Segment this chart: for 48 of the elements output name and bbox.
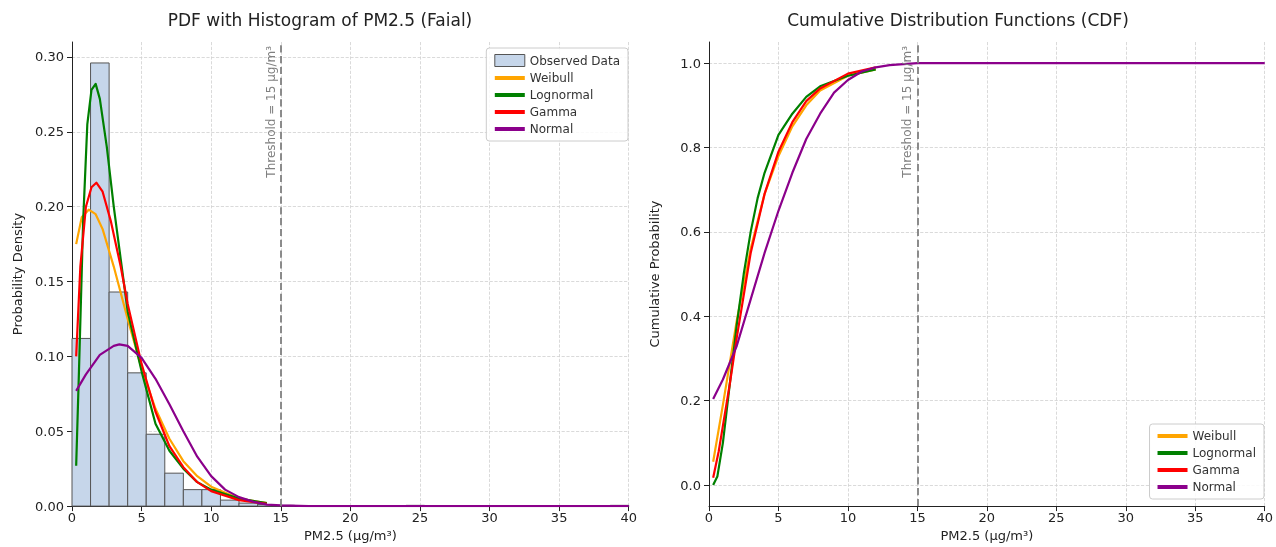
y-tick-label: 0.4: [680, 308, 701, 324]
x-tick-label: 30: [481, 510, 498, 526]
y-axis-title: Cumulative Probability: [647, 200, 662, 348]
x-tick-label: 30: [1117, 510, 1135, 526]
x-axis-title: PM2.5 (µg/m³): [303, 528, 397, 543]
legend-label: Normal: [529, 122, 574, 136]
y-tick-label: 0.30: [35, 49, 64, 65]
x-tick-label: 35: [1186, 510, 1204, 526]
legend-label: Observed Data: [529, 53, 620, 68]
legend-label: Normal: [1192, 480, 1236, 494]
x-tick-label: 0: [704, 510, 714, 526]
ref-line-label: Threshold = 15 µg/m³: [900, 45, 915, 179]
ref-line-label: Threshold = 15 µg/m³: [263, 45, 278, 179]
x-tick-label: 25: [1048, 510, 1065, 526]
y-tick-label: 0.15: [35, 274, 64, 290]
y-tick-label: 0.8: [680, 139, 701, 155]
x-tick-label: 20: [342, 510, 359, 526]
x-tick-label: 40: [1256, 510, 1273, 526]
x-tick-label: 5: [774, 510, 783, 526]
y-tick-label: 1.0: [680, 55, 701, 71]
y-tick-label: 0.20: [35, 199, 64, 215]
x-tick-label: 5: [137, 510, 146, 526]
y-tick-label: 0.05: [35, 423, 64, 439]
x-tick-label: 10: [839, 510, 857, 526]
x-tick-label: 35: [550, 510, 568, 526]
legend-label: Lognormal: [1192, 446, 1256, 460]
x-tick-label: 15: [909, 510, 926, 526]
x-tick-label: 40: [620, 510, 637, 526]
legend-label: Weibull: [529, 71, 574, 85]
y-axis-title: Probability Density: [10, 212, 25, 336]
legend-label: Gamma: [529, 105, 578, 119]
x-tick-label: 15: [272, 510, 290, 526]
y-tick-label: 0.00: [35, 498, 64, 514]
x-tick-label: 0: [67, 510, 77, 526]
chart-title: PDF with Histogram of PM2.5 (Faial): [167, 9, 473, 30]
x-tick-label: 20: [978, 510, 996, 526]
legend-label: Weibull: [1192, 429, 1237, 443]
y-tick-label: 0.0: [680, 477, 701, 493]
x-tick-label: 25: [411, 510, 429, 526]
x-tick-label: 10: [202, 510, 220, 526]
chart-title: Cumulative Distribution Functions (CDF): [787, 9, 1129, 30]
y-tick-label: 0.2: [680, 393, 701, 409]
y-tick-label: 0.10: [35, 348, 64, 364]
x-axis-title: PM2.5 (µg/m³): [940, 528, 1034, 543]
y-tick-label: 0.6: [680, 224, 701, 240]
y-tick-label: 0.25: [35, 124, 64, 140]
legend-label: Gamma: [1192, 463, 1240, 477]
legend-label: Lognormal: [529, 88, 594, 102]
